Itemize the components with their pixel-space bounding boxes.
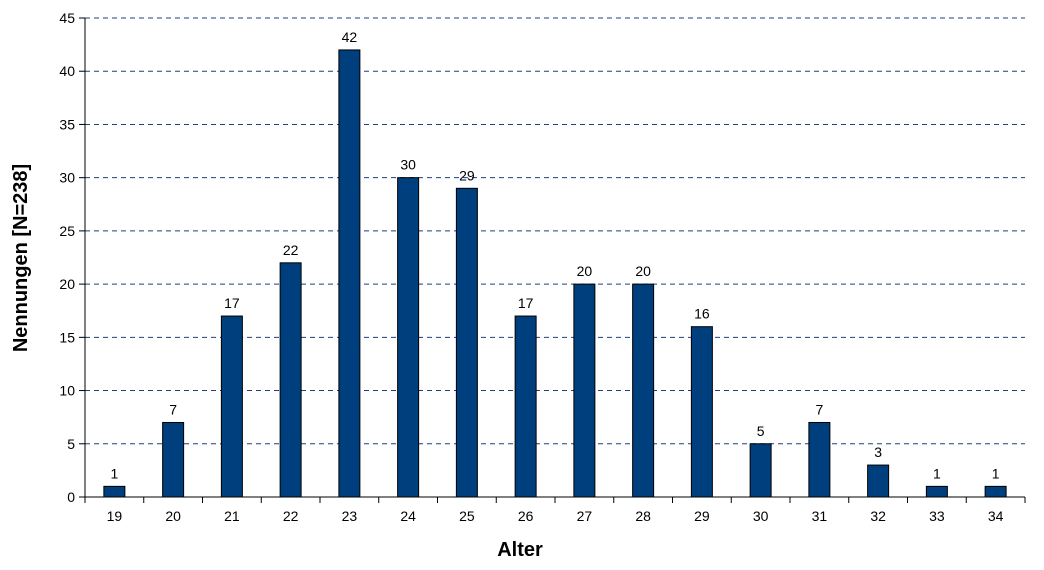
bar-21 [220,315,243,498]
y-tick-label: 30 [59,170,75,186]
bar-19 [103,485,126,498]
bar-34 [984,485,1007,498]
x-tick-label-22: 22 [283,508,299,524]
data-label-25: 29 [459,167,475,183]
data-label-24: 30 [400,157,416,173]
data-label-30: 5 [757,423,765,439]
x-tick-label-32: 32 [870,508,886,524]
data-label-20: 7 [169,401,177,417]
y-tick-label: 25 [59,223,75,239]
x-tick-label-34: 34 [988,508,1004,524]
bar-24 [397,177,420,498]
data-label-33: 1 [933,465,941,481]
data-label-29: 16 [694,306,710,322]
bar-23 [338,49,361,498]
y-axis-title: Nennungen [N=238] [10,164,32,352]
x-axis-title: Alter [497,539,543,561]
data-label-22: 22 [283,242,299,258]
y-tick-label: 10 [59,383,75,399]
x-tick-label-19: 19 [107,508,123,524]
bar-20 [162,421,185,498]
x-tick-label-27: 27 [577,508,593,524]
x-tick-label-20: 20 [165,508,181,524]
data-label-19: 1 [110,465,118,481]
bars [103,49,1007,498]
x-tick-label-33: 33 [929,508,945,524]
y-tick-label: 20 [59,276,75,292]
bar-25 [455,187,478,498]
y-tick-label: 45 [59,10,75,26]
data-label-21: 17 [224,295,240,311]
x-tick-label-25: 25 [459,508,475,524]
x-tick-label-28: 28 [635,508,651,524]
data-label-27: 20 [577,263,593,279]
bar-31 [808,421,831,498]
bar-30 [749,443,772,498]
bar-28 [632,283,655,498]
data-label-23: 42 [342,29,358,45]
x-tick-label-23: 23 [342,508,358,524]
y-tick-label: 0 [67,489,75,505]
bar-32 [867,464,890,498]
data-label-31: 7 [815,401,823,417]
y-tick-label: 40 [59,63,75,79]
y-tick-label: 15 [59,329,75,345]
data-label-34: 1 [992,465,1000,481]
y-tick-label: 35 [59,116,75,132]
x-tick-label-31: 31 [812,508,828,524]
data-label-28: 20 [635,263,651,279]
x-tick-label-21: 21 [224,508,240,524]
bar-27 [573,283,596,498]
bar-26 [514,315,537,498]
data-label-32: 3 [874,444,882,460]
x-tick-label-24: 24 [400,508,416,524]
bar-29 [690,326,713,498]
bar-33 [925,485,948,498]
x-tick-label-29: 29 [694,508,710,524]
data-label-26: 17 [518,295,534,311]
y-tick-label: 5 [67,436,75,452]
x-tick-label-30: 30 [753,508,769,524]
bar-22 [279,262,302,498]
x-tick-label-26: 26 [518,508,534,524]
